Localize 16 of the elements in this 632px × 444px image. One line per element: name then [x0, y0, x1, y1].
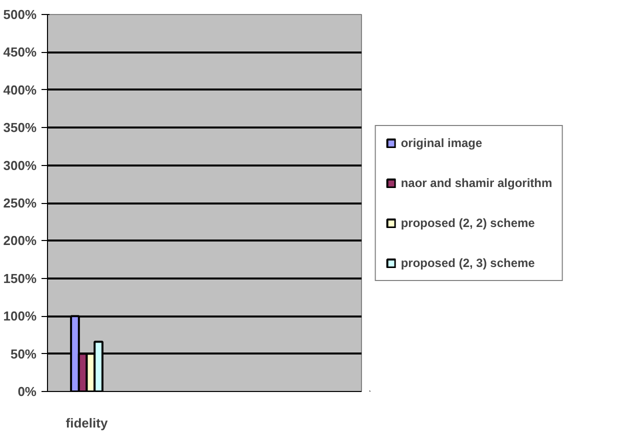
y-tick-label: 50%	[10, 346, 37, 362]
y-tick-label: 500%	[3, 7, 37, 22]
y-tick-label: 100%	[3, 308, 37, 324]
y-tick-label: 150%	[3, 270, 37, 286]
y-tick-label: 300%	[3, 158, 37, 173]
y-tick-label: 350%	[3, 120, 37, 136]
x-tick-label: fidelity	[66, 416, 108, 430]
y-tick-label: 200%	[3, 233, 37, 248]
y-tick-label: 450%	[3, 44, 37, 60]
legend-label: original image	[400, 136, 482, 150]
legend-label: proposed (2, 2) scheme	[400, 216, 535, 230]
y-tick-label: 0%	[18, 384, 37, 399]
legend-label: proposed (2, 3) scheme	[400, 256, 535, 270]
y-tick-label: 400%	[3, 82, 37, 98]
legend-label: naor and shamir algorithm	[400, 176, 552, 190]
y-tick-label: 250%	[3, 196, 37, 210]
